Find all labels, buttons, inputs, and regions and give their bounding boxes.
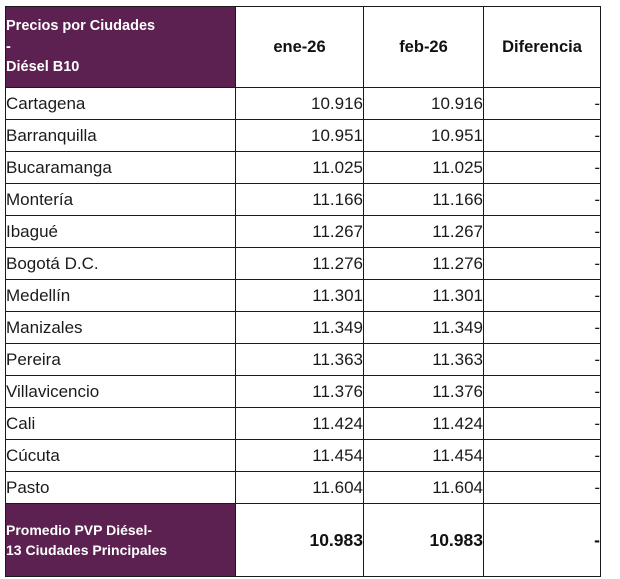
total-cell-ene-26: 10.983: [235, 503, 364, 577]
cell-ene-26: 11.454: [235, 439, 364, 472]
cell-diferencia: -: [483, 407, 601, 440]
cell-feb-26: 10.916: [363, 87, 484, 120]
table-header-row: Precios por Ciudades - Diésel B10 ene-26…: [5, 6, 601, 88]
cell-diferencia: -: [483, 439, 601, 472]
table-row: Bucaramanga 11.025 11.025 -: [5, 151, 601, 184]
cell-ene-26: 11.604: [235, 471, 364, 504]
table-header: Precios por Ciudades - Diésel B10 ene-26…: [5, 6, 601, 88]
cell-feb-26: 11.604: [363, 471, 484, 504]
cell-feb-26: 11.349: [363, 311, 484, 344]
cell-diferencia: -: [483, 151, 601, 184]
cell-ene-26: 11.424: [235, 407, 364, 440]
table-row: Medellín 11.301 11.301 -: [5, 279, 601, 312]
cell-city: Manizales: [5, 311, 236, 344]
cell-feb-26: 11.363: [363, 343, 484, 376]
table-row: Bogotá D.C. 11.276 11.276 -: [5, 247, 601, 280]
cell-ene-26: 11.301: [235, 279, 364, 312]
table-row: Pasto 11.604 11.604 -: [5, 471, 601, 504]
cell-ene-26: 11.025: [235, 151, 364, 184]
table-title-line-3: Diésel B10: [6, 59, 80, 76]
table-title-line-1: Precios por Ciudades: [6, 18, 156, 35]
cell-city: Bucaramanga: [5, 151, 236, 184]
table-row: Cartagena 10.916 10.916 -: [5, 87, 601, 120]
cell-ene-26: 11.166: [235, 183, 364, 216]
cell-city: Cúcuta: [5, 439, 236, 472]
cell-ene-26: 11.276: [235, 247, 364, 280]
total-label-line-2: 13 Ciudades Principales: [6, 542, 168, 558]
cell-city: Cartagena: [5, 87, 236, 120]
cell-ene-26: 11.363: [235, 343, 364, 376]
cell-feb-26: 11.166: [363, 183, 484, 216]
cell-diferencia: -: [483, 375, 601, 408]
cell-diferencia: -: [483, 311, 601, 344]
cell-diferencia: -: [483, 215, 601, 248]
table-row: Cali 11.424 11.424 -: [5, 407, 601, 440]
cell-city: Pasto: [5, 471, 236, 504]
table-title-cell: Precios por Ciudades - Diésel B10: [5, 6, 236, 88]
cell-ene-26: 11.376: [235, 375, 364, 408]
fuel-price-table: Precios por Ciudades - Diésel B10 ene-26…: [5, 6, 601, 577]
column-header-diferencia: Diferencia: [483, 6, 601, 88]
total-cell-diferencia: -: [483, 503, 601, 577]
table-row: Villavicencio 11.376 11.376 -: [5, 375, 601, 408]
column-header-feb-26: feb-26: [363, 6, 484, 88]
cell-diferencia: -: [483, 87, 601, 120]
cell-diferencia: -: [483, 471, 601, 504]
cell-diferencia: -: [483, 343, 601, 376]
cell-feb-26: 11.301: [363, 279, 484, 312]
table-row: Pereira 11.363 11.363 -: [5, 343, 601, 376]
total-label-cell: Promedio PVP Diésel- 13 Ciudades Princip…: [5, 503, 236, 577]
total-label-line-1: Promedio PVP Diésel-: [6, 521, 153, 538]
table-row: Manizales 11.349 11.349 -: [5, 311, 601, 344]
cell-diferencia: -: [483, 183, 601, 216]
table-body: Cartagena 10.916 10.916 - Barranquilla 1…: [5, 87, 601, 577]
cell-city: Medellín: [5, 279, 236, 312]
cell-city: Barranquilla: [5, 119, 236, 152]
cell-diferencia: -: [483, 119, 601, 152]
cell-ene-26: 10.951: [235, 119, 364, 152]
cell-ene-26: 11.267: [235, 215, 364, 248]
cell-diferencia: -: [483, 247, 601, 280]
cell-feb-26: 11.267: [363, 215, 484, 248]
column-header-ene-26: ene-26: [235, 6, 364, 88]
cell-city: Pereira: [5, 343, 236, 376]
cell-ene-26: 10.916: [235, 87, 364, 120]
cell-city: Villavicencio: [5, 375, 236, 408]
table-row: Ibagué 11.267 11.267 -: [5, 215, 601, 248]
cell-feb-26: 11.424: [363, 407, 484, 440]
table-row: Cúcuta 11.454 11.454 -: [5, 439, 601, 472]
table-row: Barranquilla 10.951 10.951 -: [5, 119, 601, 152]
cell-feb-26: 11.025: [363, 151, 484, 184]
cell-feb-26: 11.454: [363, 439, 484, 472]
cell-feb-26: 11.276: [363, 247, 484, 280]
table-row: Montería 11.166 11.166 -: [5, 183, 601, 216]
table-total-row: Promedio PVP Diésel- 13 Ciudades Princip…: [5, 503, 601, 577]
cell-feb-26: 10.951: [363, 119, 484, 152]
cell-city: Ibagué: [5, 215, 236, 248]
cell-feb-26: 11.376: [363, 375, 484, 408]
table-title-line-2: -: [6, 38, 11, 55]
total-cell-feb-26: 10.983: [363, 503, 484, 577]
cell-city: Bogotá D.C.: [5, 247, 236, 280]
cell-city: Montería: [5, 183, 236, 216]
cell-city: Cali: [5, 407, 236, 440]
cell-diferencia: -: [483, 279, 601, 312]
cell-ene-26: 11.349: [235, 311, 364, 344]
